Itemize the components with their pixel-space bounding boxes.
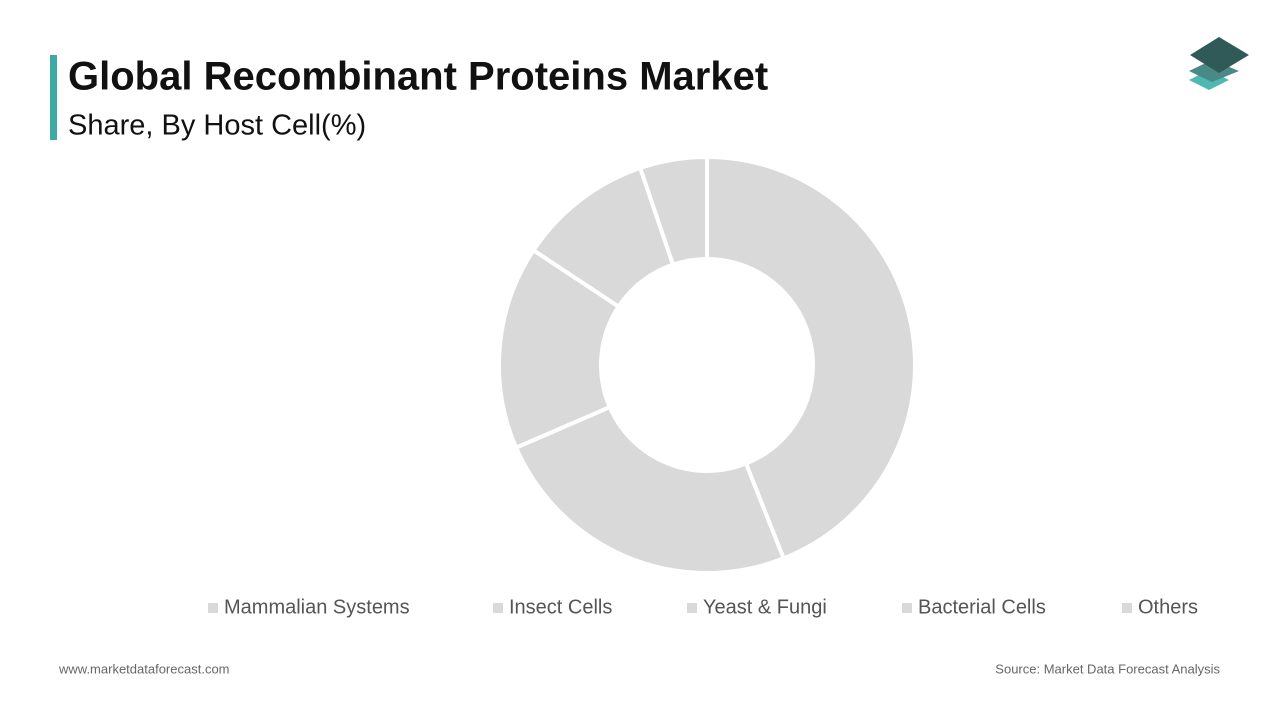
legend-label: Mammalian Systems [224,596,410,618]
website: www.marketdataforecast.com [58,661,230,676]
donut-slice [497,247,622,451]
donut-slice [637,154,709,268]
legend-marker [493,603,503,613]
legend-marker [208,603,218,613]
legend-marker [902,603,912,613]
legend-label: Others [1138,596,1198,618]
logo [1189,37,1249,90]
legend-label: Bacterial Cells [918,596,1046,618]
legend-marker [1122,603,1132,613]
donut-slice [705,154,917,561]
legend-label: Insect Cells [509,596,612,618]
title-bar [50,55,57,140]
source: Source: Market Data Forecast Analysis [995,661,1220,676]
chart-title: Global Recombinant Proteins Market [68,55,768,99]
legend-label: Yeast & Fungi [703,596,827,618]
donut-slice [513,404,787,575]
legend-marker [687,603,697,613]
chart-subtitle: Share, By Host Cell(%) [68,110,366,142]
